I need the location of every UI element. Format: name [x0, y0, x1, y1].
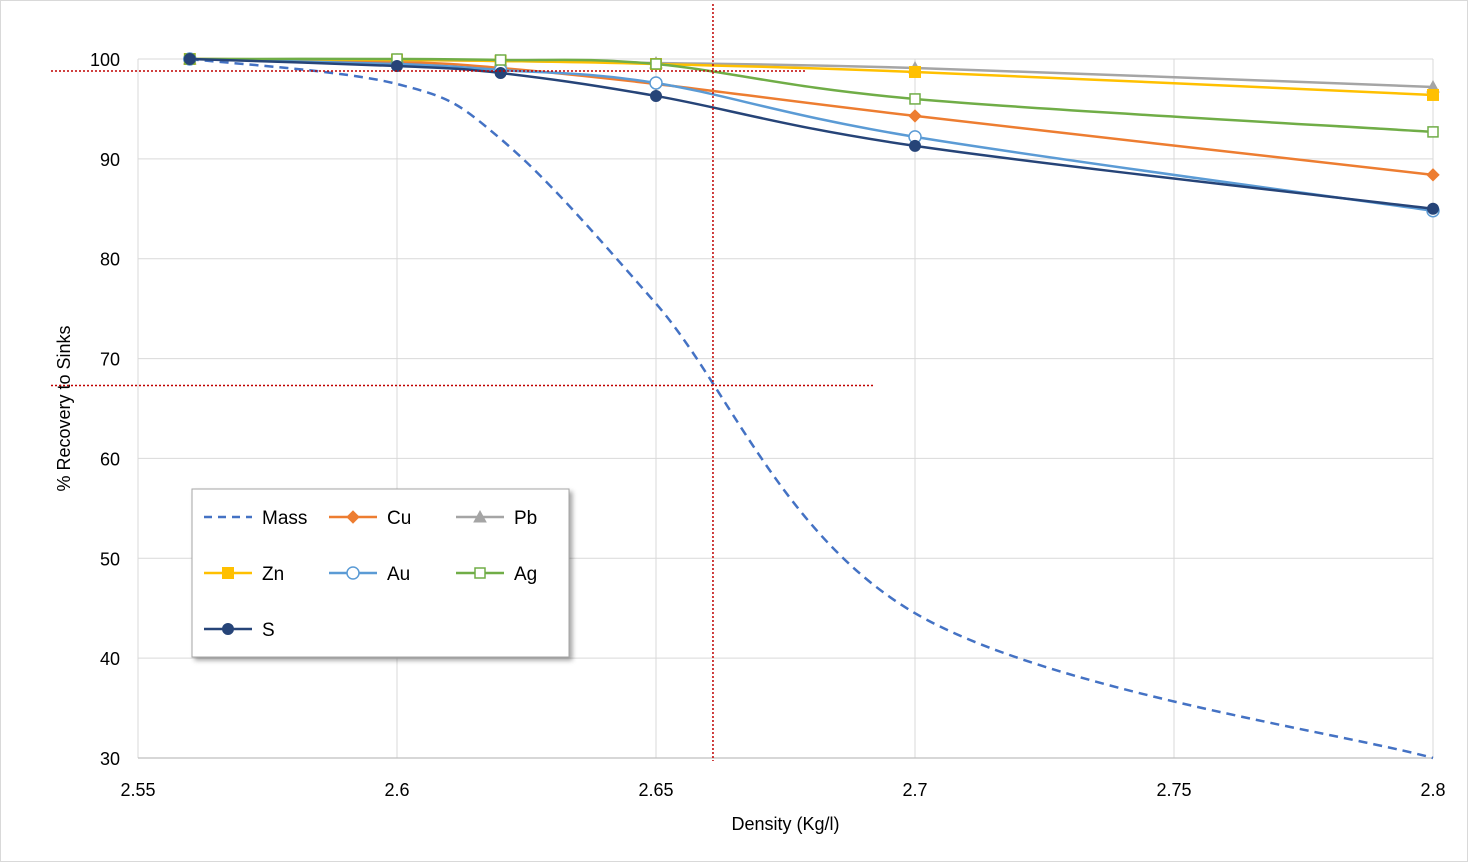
legend: Mass Cu Pb Zn Au Ag S — [191, 488, 570, 658]
series-zn — [183, 53, 1439, 101]
legend-label: Ag — [514, 564, 537, 585]
data-point — [391, 59, 403, 72]
y-tick-label: 50 — [100, 549, 120, 569]
y-tick-label: 90 — [100, 150, 120, 170]
series-line-ag — [189, 57, 1434, 134]
data-point — [1426, 168, 1440, 182]
data-point — [909, 139, 921, 152]
data-point — [649, 76, 663, 90]
legend-label: Zn — [262, 564, 284, 585]
legend-item-au: Au — [329, 564, 410, 585]
legend-box — [191, 488, 570, 658]
legend-marker — [222, 623, 234, 635]
y-tick-label: 80 — [100, 250, 120, 270]
legend-item-pb: Pb — [456, 508, 537, 529]
y-tick-label: 30 — [100, 749, 120, 769]
legend-label: Au — [387, 564, 410, 585]
legend-marker — [346, 510, 360, 524]
legend-item-s: S — [204, 620, 275, 641]
legend-marker — [474, 567, 486, 579]
data-point — [650, 58, 662, 70]
x-tick-label: 2.55 — [120, 780, 155, 800]
legend-item-cu: Cu — [329, 508, 411, 529]
legend-marker — [346, 566, 360, 580]
legend-label: Pb — [514, 508, 537, 529]
series-line-s — [189, 57, 1434, 211]
legend-marker — [222, 567, 234, 579]
legend-marker — [473, 509, 487, 523]
y-tick-label: 60 — [100, 449, 120, 469]
legend-item-ag: Ag — [456, 564, 537, 585]
data-point — [494, 54, 507, 66]
x-tick-label: 2.8 — [1420, 780, 1445, 800]
data-point — [494, 66, 507, 79]
x-tick-label: 2.65 — [638, 780, 673, 800]
data-point — [1427, 88, 1439, 101]
series-s — [183, 53, 1439, 215]
y-tick-label: 100 — [90, 50, 120, 70]
data-point — [909, 65, 921, 78]
legend-label: Mass — [262, 508, 307, 529]
legend-label: Cu — [387, 508, 411, 529]
data-point — [909, 93, 921, 105]
x-tick-label: 2.7 — [902, 780, 927, 800]
data-point — [1427, 126, 1439, 138]
data-point — [650, 89, 662, 102]
x-tick-label: 2.75 — [1156, 780, 1191, 800]
y-axis-title: % Recovery to Sinks — [54, 325, 74, 491]
data-point — [1427, 202, 1439, 215]
x-axis-title: Density (Kg/l) — [731, 814, 839, 834]
data-point — [183, 53, 196, 65]
data-point — [908, 109, 922, 123]
legend-item-mass: Mass — [204, 508, 307, 529]
legend-item-zn: Zn — [204, 564, 284, 585]
y-tick-label: 70 — [100, 350, 120, 370]
x-tick-label: 2.6 — [384, 780, 409, 800]
y-tick-label: 40 — [100, 649, 120, 669]
legend-label: S — [262, 620, 275, 641]
